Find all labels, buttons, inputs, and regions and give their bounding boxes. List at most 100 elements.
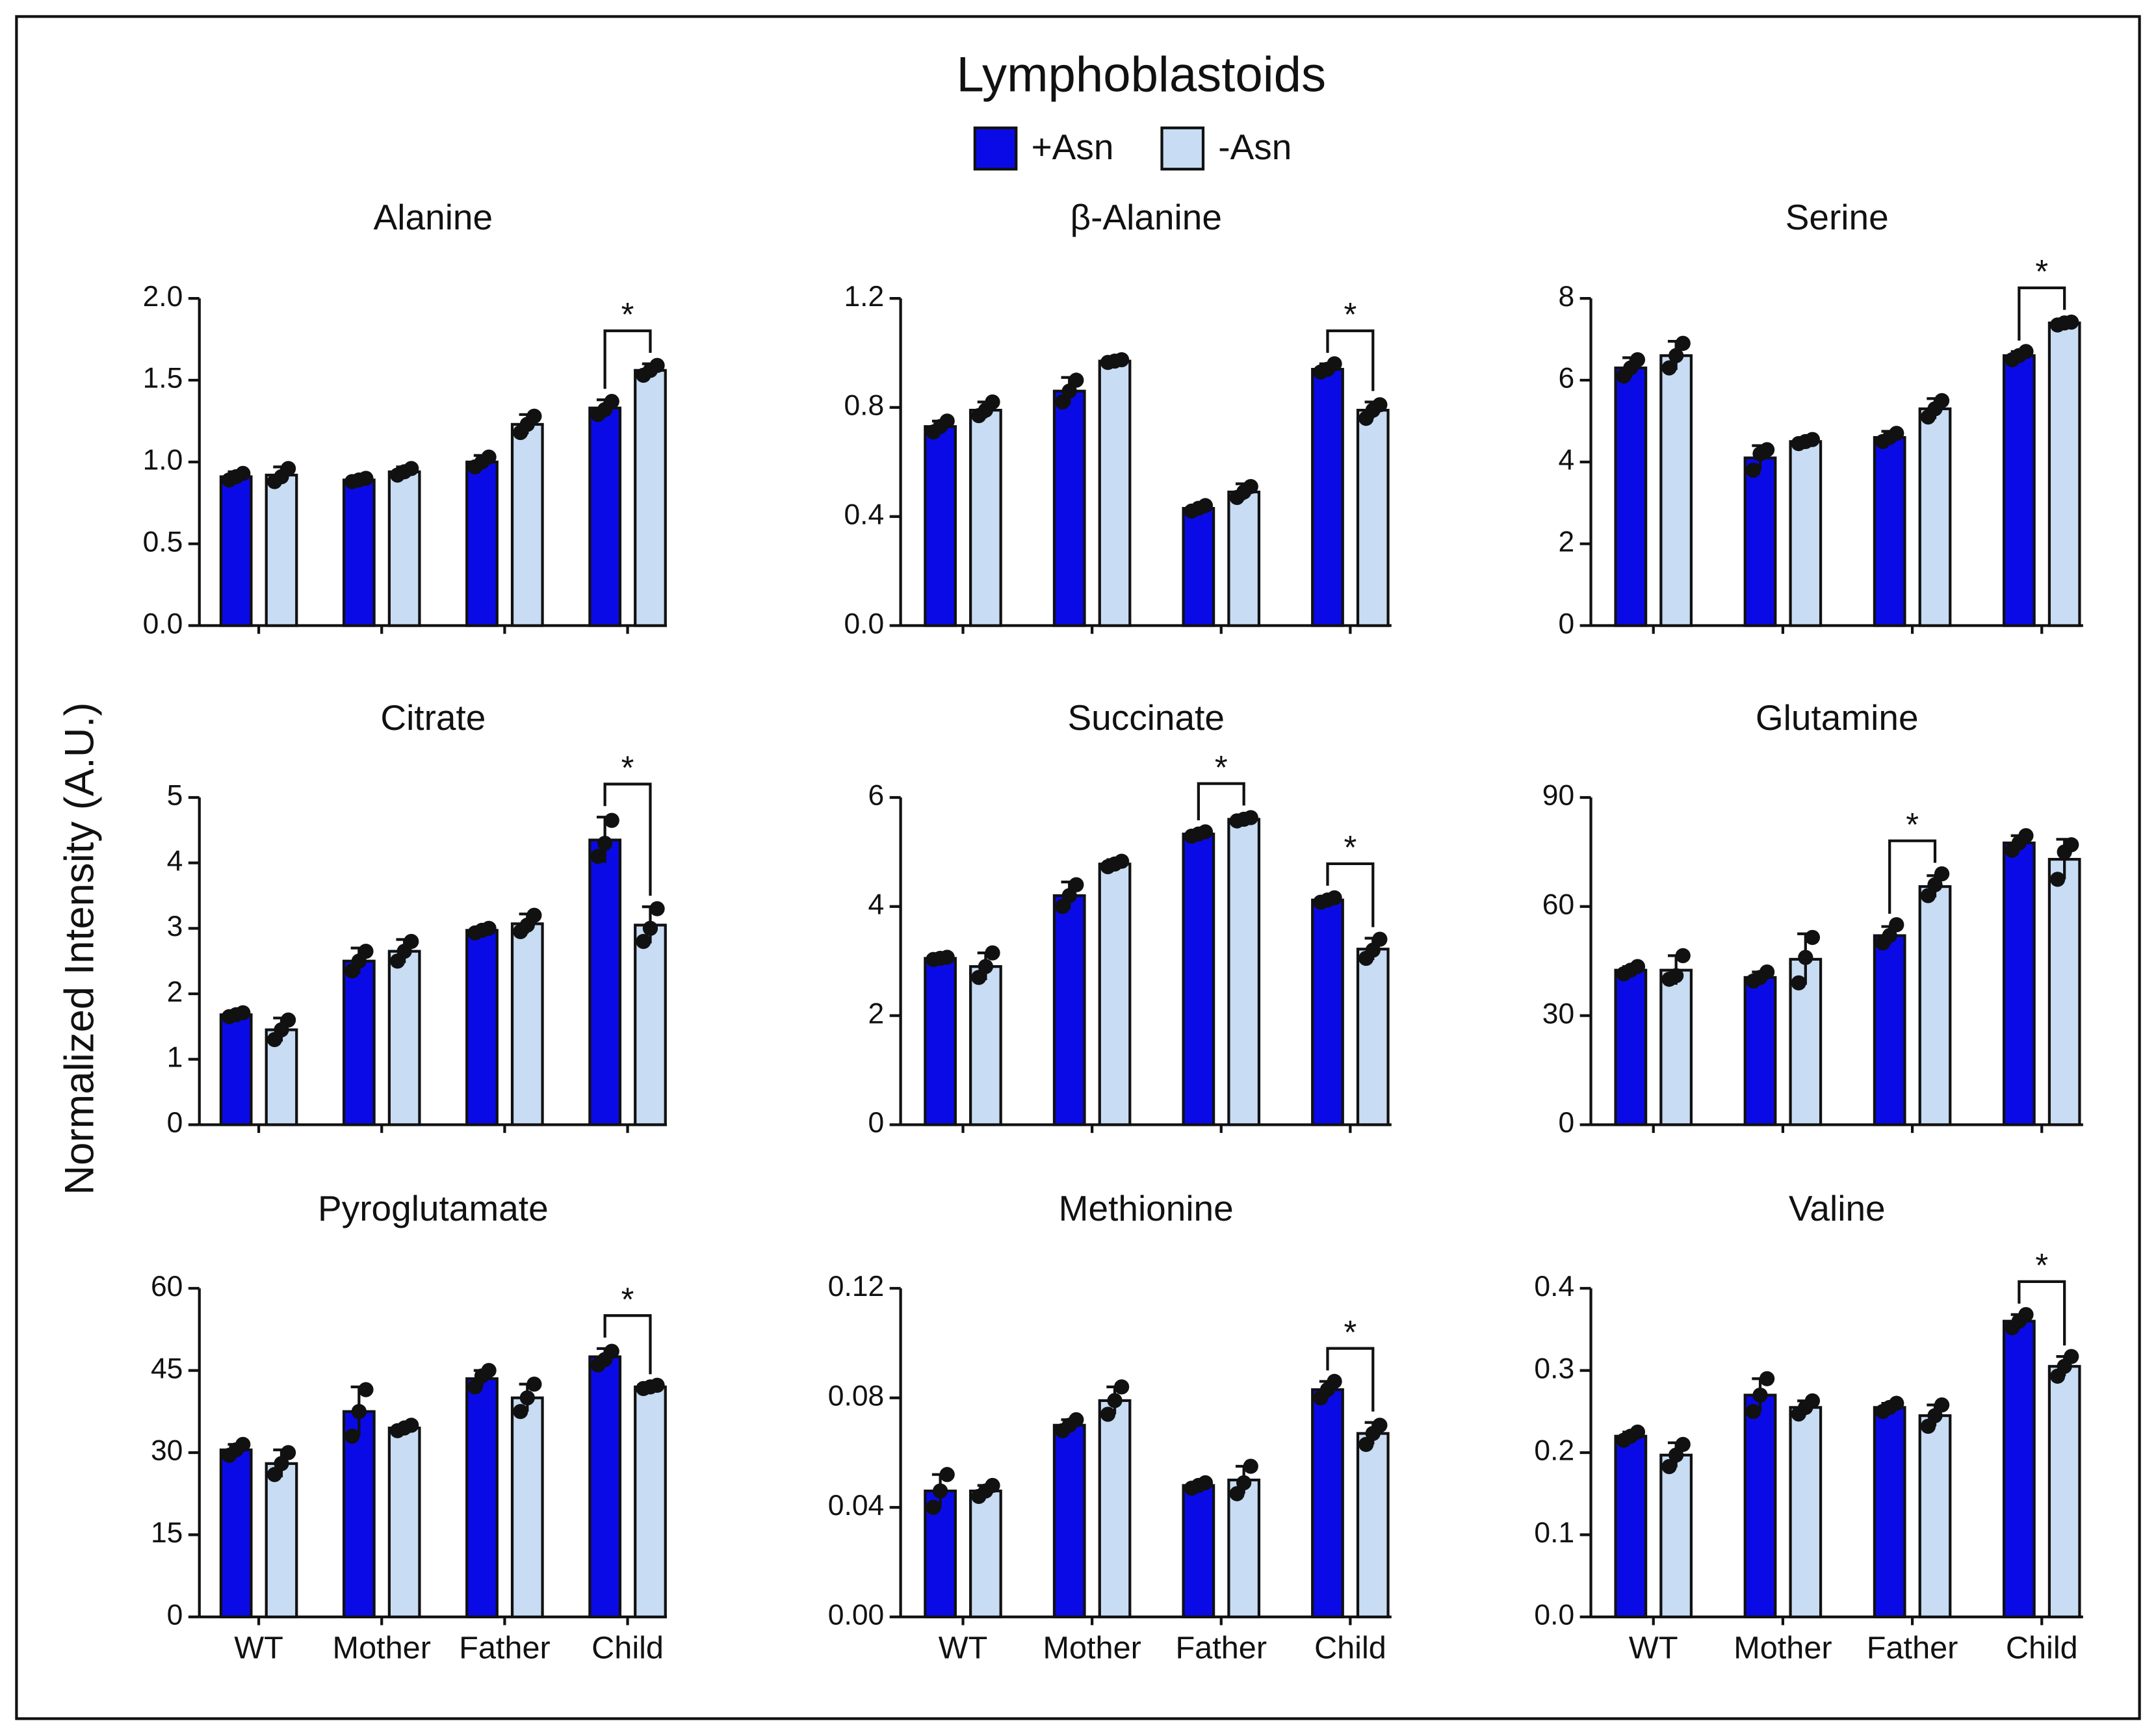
data-point: [985, 394, 1000, 410]
y-tick-label: 0: [1558, 608, 1574, 640]
data-point: [1055, 394, 1071, 410]
data-point: [1197, 824, 1214, 840]
bar: [219, 1013, 253, 1126]
data-point: [404, 933, 419, 950]
data-point: [1675, 335, 1691, 351]
significance-bracket: [1326, 862, 1375, 927]
data-point: [1113, 1379, 1130, 1395]
bar: [1098, 862, 1132, 1126]
significance-label: *: [1344, 296, 1357, 333]
panel-title: Pyroglutamate: [318, 1188, 549, 1228]
bar: [1659, 354, 1693, 627]
data-point: [1236, 1475, 1252, 1490]
data-point: [358, 943, 374, 959]
data-point: [235, 1005, 251, 1020]
bar: [1052, 894, 1086, 1126]
y-tick-label: 0.0: [1534, 1600, 1574, 1631]
data-point: [2018, 344, 2034, 359]
data-point: [2064, 837, 2079, 853]
data-point: [1113, 853, 1130, 869]
y-tick-label: 0.08: [828, 1380, 884, 1412]
data-point: [1804, 1393, 1821, 1408]
y-tick-label: 2: [868, 998, 885, 1030]
y-tick-label: 2.0: [143, 281, 183, 313]
y-tick-label: 30: [151, 1435, 183, 1467]
bar: [510, 922, 544, 1126]
y-tick-label: 6: [868, 780, 885, 812]
y-tick-label: 60: [151, 1271, 183, 1302]
data-point: [1889, 426, 1904, 441]
bar: [465, 929, 499, 1126]
significance-bracket: [1326, 1347, 1375, 1412]
data-point: [1327, 890, 1342, 906]
significance-label: *: [621, 296, 634, 333]
significance-label: *: [2035, 1247, 2048, 1284]
data-point: [636, 933, 651, 950]
y-tick-label: 4: [868, 889, 885, 921]
bar: [924, 425, 957, 627]
y-tick-label: 0.3: [1534, 1353, 1574, 1384]
data-point: [1759, 442, 1775, 458]
panel-title: Valine: [1789, 1188, 1886, 1228]
bar: [1052, 389, 1086, 627]
significance-bracket: [1888, 839, 1937, 914]
bar: [219, 1448, 253, 1618]
bar: [969, 965, 1002, 1126]
data-point: [1327, 356, 1342, 372]
bar: [1227, 490, 1261, 627]
data-point: [985, 1477, 1000, 1494]
y-tick-label: 4: [1558, 445, 1574, 476]
y-tick-label: 0.00: [828, 1600, 884, 1631]
legend-swatch: [1160, 126, 1205, 171]
data-point: [649, 357, 665, 373]
data-point: [519, 1390, 535, 1406]
data-point: [1934, 393, 1950, 409]
data-point: [1069, 372, 1084, 388]
data-point: [1069, 1412, 1084, 1428]
data-point: [1061, 888, 1077, 903]
bar: [2047, 1365, 2081, 1618]
x-tick-label: Father: [1175, 1630, 1267, 1665]
y-tick-label: 0: [167, 1600, 183, 1631]
data-point: [1882, 927, 1897, 944]
significance-label: *: [621, 1280, 634, 1317]
bar: [342, 959, 376, 1126]
y-tick-label: 0: [868, 1107, 885, 1139]
data-point: [526, 408, 542, 424]
y-tick-label: 4: [167, 845, 183, 877]
bar: [1356, 1432, 1390, 1618]
data-point: [1197, 1475, 1214, 1490]
data-point: [1630, 352, 1646, 368]
bar: [2002, 354, 2036, 627]
data-point: [358, 1382, 374, 1397]
data-point: [404, 461, 419, 476]
data-point: [1372, 1418, 1388, 1433]
bar: [969, 408, 1002, 627]
data-point: [939, 1467, 955, 1483]
y-tick-label: 2: [1558, 526, 1574, 558]
data-point: [604, 1343, 619, 1359]
data-point: [1675, 948, 1691, 963]
bar: [510, 1396, 544, 1618]
y-tick-label: 1: [167, 1041, 183, 1073]
significance-bracket: [2018, 286, 2066, 341]
bar: [1182, 507, 1215, 627]
data-point: [481, 1362, 497, 1379]
y-tick-label: 8: [1558, 281, 1574, 313]
bar: [588, 838, 622, 1126]
bar: [1789, 1406, 1823, 1618]
y-tick-label: 1.0: [143, 445, 183, 476]
data-point: [481, 920, 497, 937]
data-point: [642, 920, 658, 937]
y-tick-label: 30: [1542, 998, 1574, 1030]
data-point: [351, 1404, 367, 1419]
data-point: [604, 394, 619, 409]
bar: [1098, 359, 1132, 627]
x-tick-label: Father: [459, 1630, 551, 1665]
y-tick-label: 5: [167, 780, 183, 812]
bar: [634, 1385, 667, 1618]
bar: [1743, 1393, 1777, 1618]
bar: [1227, 818, 1261, 1126]
data-point: [1243, 1458, 1258, 1474]
